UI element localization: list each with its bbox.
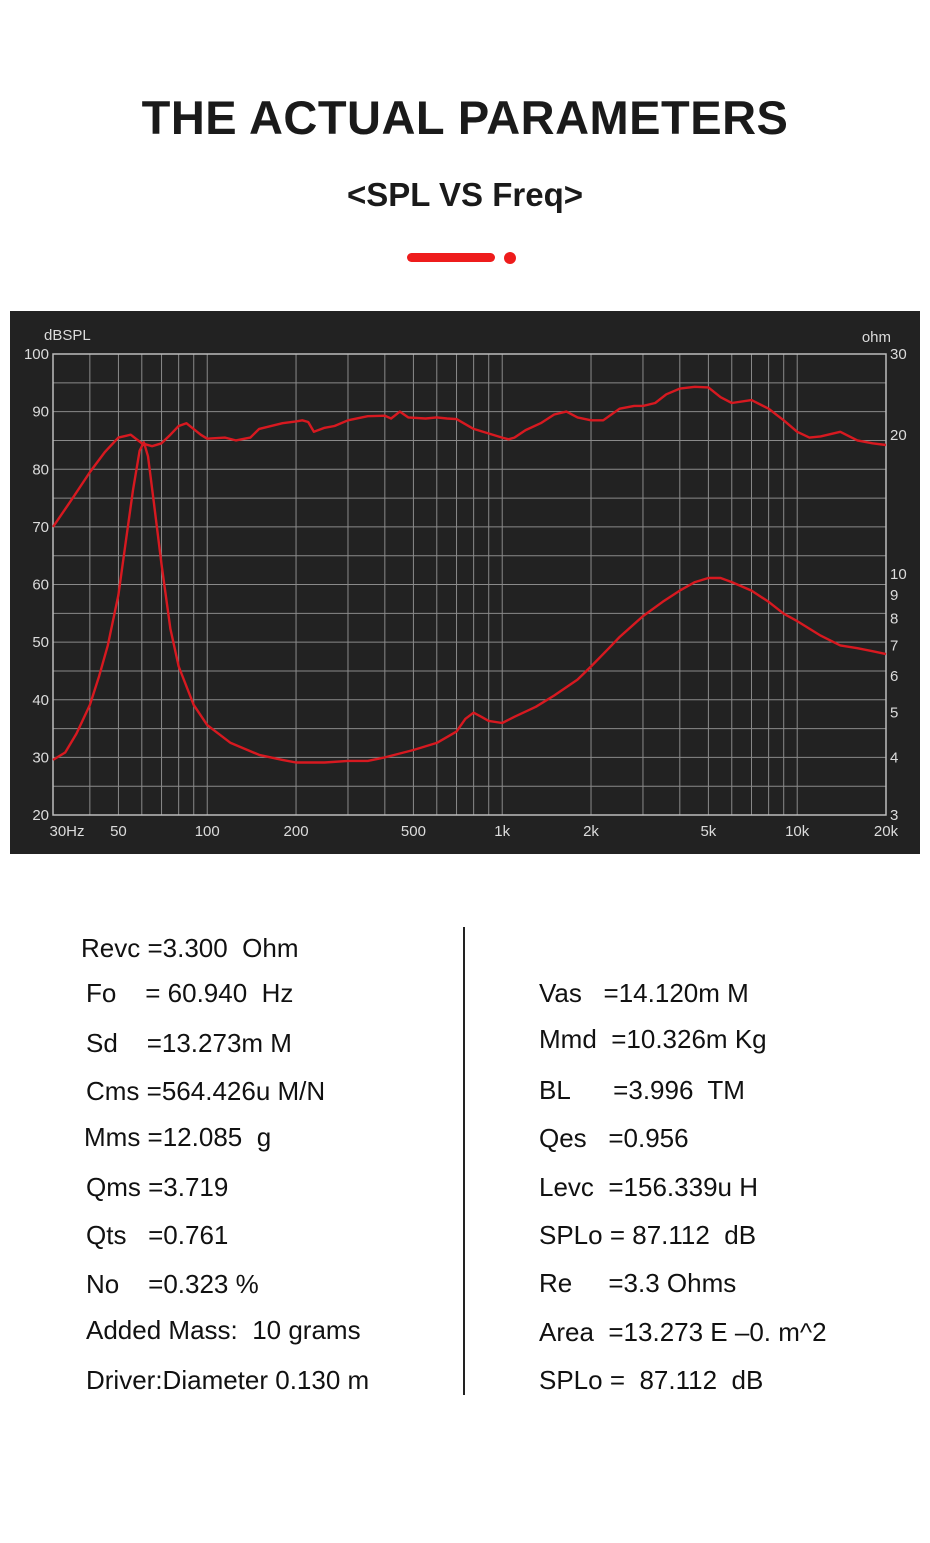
chart-subtitle: <SPL VS Freq> (347, 176, 583, 213)
x-tick-label: 2k (583, 823, 599, 840)
param-qes: Qes =0.956 (539, 1123, 689, 1153)
spl-curve (52, 385, 887, 528)
param-added-mass: Added Mass: 10 grams (86, 1315, 361, 1345)
param-bl: BL =3.996 TM (539, 1075, 745, 1105)
y-left-tick-label: 70 (32, 519, 49, 536)
y-right-tick-label: 5 (890, 705, 898, 722)
param-cms: Cms =564.426u M/N (86, 1076, 326, 1106)
y-left-tick-label: 20 (32, 807, 49, 824)
y-right-tick-label: 30 (890, 346, 907, 363)
impedance-curve (52, 441, 887, 764)
y-left-tick-label: 100 (24, 346, 49, 363)
param-sd: Sd =13.273m M (86, 1028, 292, 1058)
x-tick-label: 1k (494, 823, 510, 840)
x-tick-label: 30Hz (49, 823, 84, 840)
y-right-tick-label: 7 (890, 637, 898, 654)
x-tick-label: 200 (284, 823, 309, 840)
param-qts: Qts =0.761 (86, 1220, 229, 1250)
y-right-tick-label: 9 (890, 587, 898, 604)
y-right-tick-label: 10 (890, 566, 907, 583)
page-title: THE ACTUAL PARAMETERS (141, 91, 789, 144)
x-tick-label: 500 (401, 823, 426, 840)
column-divider (463, 927, 465, 1395)
param-levc: Levc =156.339u H (539, 1172, 758, 1202)
x-tick-label: 50 (110, 823, 127, 840)
y-right-axis-label: ohm (862, 329, 891, 346)
y-right-tick-label: 6 (890, 668, 898, 685)
param-splo: SPLo = 87.112 dB (539, 1220, 757, 1250)
y-left-tick-label: 40 (32, 692, 49, 709)
param-revc: Revc =3.300 Ohm (81, 933, 299, 963)
y-right-tick-label: 3 (890, 807, 898, 824)
chart-svg: 100 90 80 70 60 50 40 30 20 30 20 10 9 8 7 6 5 4 3 30Hz 50 10… (24, 327, 907, 840)
y-left-tick-label: 90 (32, 404, 49, 421)
y-left-tick-label: 30 (32, 749, 49, 766)
param-mms: Mms =12.085 g (84, 1122, 272, 1152)
accent-dot (504, 252, 516, 264)
y-right-tick-label: 8 (890, 611, 898, 628)
plot-frame (52, 353, 887, 816)
x-tick-label: 100 (195, 823, 220, 840)
y-right-tick-label: 4 (890, 749, 898, 766)
param-area: Area =13.273 E –0. m^2 (539, 1317, 827, 1347)
param-splo-2: SPLo = 87.112 dB (539, 1365, 764, 1395)
spl-impedance-chart: 100 90 80 70 60 50 40 30 20 30 20 10 9 8 7 6 5 4 3 30Hz 50 10… (10, 311, 920, 854)
param-mmd: Mmd =10.326m Kg (539, 1024, 767, 1054)
y-left-tick-label: 50 (32, 634, 49, 651)
param-no: No =0.323 % (86, 1269, 259, 1299)
x-tick-label: 10k (785, 823, 810, 840)
y-right-tick-label: 20 (890, 427, 907, 444)
x-tick-label: 5k (700, 823, 716, 840)
param-qms: Qms =3.719 (86, 1172, 229, 1202)
param-vas: Vas =14.120m M (539, 978, 749, 1008)
accent-bar (407, 253, 495, 262)
param-re: Re =3.3 Ohms (539, 1268, 737, 1298)
param-fo: Fo = 60.940 Hz (86, 978, 294, 1008)
param-driver-diameter: Driver:Diameter 0.130 m (86, 1365, 370, 1395)
y-left-tick-label: 80 (32, 461, 49, 478)
y-left-axis-label: dBSPL (44, 327, 91, 344)
x-tick-label: 20k (874, 823, 899, 840)
y-left-tick-label: 60 (32, 577, 49, 594)
